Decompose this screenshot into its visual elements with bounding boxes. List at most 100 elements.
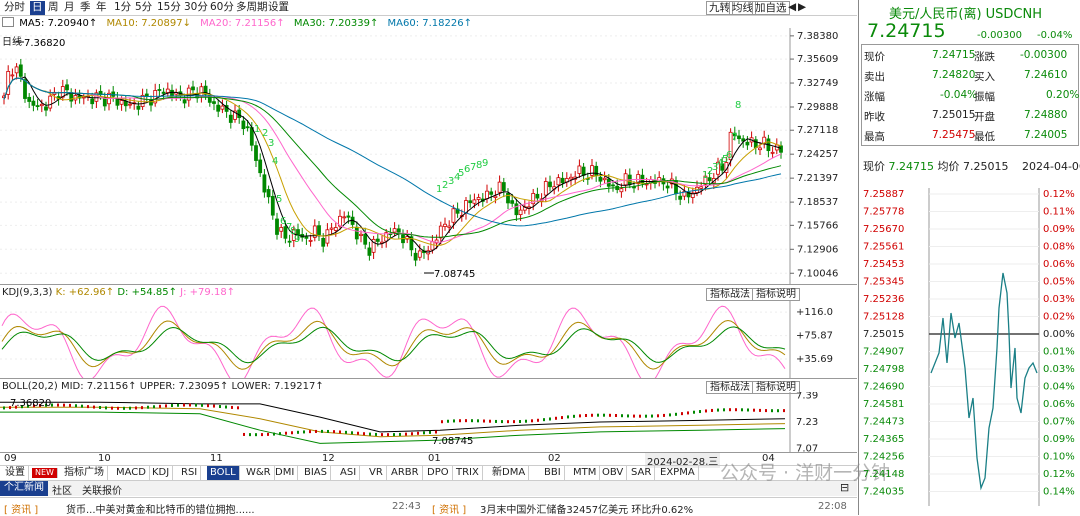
indicator-tab[interactable]: BBI	[541, 466, 565, 480]
tab-month[interactable]: 月	[64, 1, 75, 13]
boll-candle	[243, 432, 245, 436]
indicator-tab[interactable]: DMI	[272, 466, 299, 480]
kdj-chart[interactable]: +116.0 +75.87 +35.69	[0, 300, 857, 378]
pct-tick-label: 0.03%	[1043, 294, 1075, 305]
pct-tick-label: 0.02%	[1043, 312, 1075, 323]
candle-body	[52, 91, 57, 95]
pct-tick-label: 0.10%	[1043, 452, 1075, 463]
kdj-strategy-button[interactable]: 指标战法	[706, 288, 754, 301]
indicator-tab[interactable]: DPO	[424, 466, 453, 480]
boll-candle	[579, 414, 581, 418]
intraday-chart[interactable]: 7.25887 0.12% 7.25778 0.11% 7.25670 0.09% 7.25…	[859, 188, 1080, 508]
next-icon[interactable]: ▶	[798, 1, 807, 13]
tab-currency-news[interactable]: 个汇新闻	[0, 481, 48, 496]
candle-body	[770, 151, 775, 154]
boll-candle	[297, 430, 299, 434]
quote-table: 现价 7.24715 涨跌 -0.00300 卖出 7.24820 买入 7.2…	[861, 44, 1079, 146]
td-count-label: 1	[702, 170, 708, 181]
indicator-tab[interactable]: SAR	[628, 466, 656, 480]
candle-body	[665, 185, 670, 189]
news-tag: [ 资讯 ]	[432, 505, 467, 516]
indicator-tab[interactable]: VR	[366, 466, 387, 480]
indicator-tab[interactable]: 指标广场	[61, 466, 108, 480]
kdj-tick-label: +116.0	[796, 307, 833, 318]
tab-multi-period[interactable]: 多周期	[236, 1, 268, 13]
indicator-tab[interactable]: OBV	[599, 466, 628, 480]
indicator-tab[interactable]: TRIX	[453, 466, 483, 480]
tab-1min[interactable]: 1分	[114, 1, 132, 13]
tab-year[interactable]: 年	[96, 1, 107, 13]
x-axis: 09 10 11 12 01 02 2024-02-28,三 04	[0, 452, 857, 468]
candlestick-chart[interactable]: 7.38380 7.35609 7.32749 7.29888 7.27118 7.242…	[0, 28, 857, 284]
indicator-tab[interactable]: RSI	[178, 466, 202, 480]
indicator-tab[interactable]: KDJ	[149, 466, 174, 480]
boll-candle	[333, 430, 335, 434]
price-tick-label: 7.25561	[863, 242, 904, 253]
jiuzhuan-button[interactable]: 九转	[706, 1, 733, 15]
ma-button[interactable]: 均线	[729, 1, 756, 15]
indicator-tab[interactable]: W&R	[243, 466, 275, 480]
tab-60min[interactable]: 60分	[210, 1, 234, 13]
legend-toggle-icon[interactable]	[2, 17, 14, 27]
collapse-icon[interactable]: ⊟	[840, 481, 850, 494]
quote-value: -0.04%	[940, 89, 978, 101]
candle-body	[623, 173, 628, 186]
candle-body	[6, 71, 11, 95]
tab-15min[interactable]: 15分	[157, 1, 181, 13]
boll-candle	[291, 431, 293, 435]
indicator-tab[interactable]: BOLL	[207, 466, 240, 480]
news-title[interactable]: 3月末中国外汇储备32457亿美元 环比升0.62%	[480, 505, 694, 516]
candle-body	[23, 79, 27, 99]
quote-value: 7.25015	[932, 109, 976, 121]
candle-body	[321, 237, 326, 247]
quote-value: 7.24880	[1024, 109, 1068, 121]
boll-chart[interactable]: 7.39 7.23 7.07 7.36820 7.08745	[0, 392, 857, 452]
kdj-d-value: D: +54.85↑	[117, 287, 177, 298]
candle-body	[556, 177, 561, 186]
boll-candle	[375, 432, 377, 436]
td-count-label: 9	[482, 158, 488, 169]
indicator-tab[interactable]: BIAS	[301, 466, 331, 480]
boll-candle	[15, 405, 17, 409]
candle-body	[212, 101, 216, 104]
indicator-tab[interactable]: ARBR	[388, 466, 423, 480]
tab-community[interactable]: 社区	[52, 486, 72, 497]
news-title[interactable]: 货币...中美对黄金和比特币的错位拥抱......	[66, 505, 255, 516]
quote-value: 7.24820	[932, 69, 976, 81]
boll-help-button[interactable]: 指标说明	[752, 381, 800, 394]
boll-candle	[639, 414, 641, 418]
candle-body	[165, 88, 170, 93]
settings-button[interactable]: 设置	[268, 1, 289, 13]
indicator-tab[interactable]: EXPMA	[657, 466, 699, 480]
tab-30min[interactable]: 30分	[184, 1, 208, 13]
tab-fenshi[interactable]: 分时	[4, 1, 25, 13]
quote-value: -0.00300	[1020, 49, 1068, 61]
tab-day[interactable]: 日	[30, 1, 45, 15]
candle-body	[417, 250, 422, 258]
tab-related-quotes[interactable]: 关联报价	[82, 486, 122, 497]
kdj-help-button[interactable]: 指标说明	[752, 288, 800, 301]
boll-candle	[465, 419, 467, 423]
indicator-tab[interactable]: MTM	[570, 466, 601, 480]
price-tick-label: 7.24907	[863, 347, 904, 358]
indicator-tab[interactable]: NEW	[32, 468, 58, 478]
quote-label: 卖出	[864, 71, 885, 83]
now-label: 现价	[863, 160, 885, 173]
tab-week[interactable]: 周	[48, 1, 59, 13]
pct-tick-label: 0.09%	[1043, 224, 1075, 235]
quote-label: 昨收	[864, 111, 885, 123]
boll-candle	[321, 429, 323, 433]
candle-body	[27, 96, 32, 102]
y-tick-label: 7.29888	[797, 102, 838, 113]
indicator-tab[interactable]: 新DMA	[489, 466, 530, 480]
indicator-tab[interactable]: 设置	[2, 466, 29, 480]
candle-body	[543, 181, 548, 196]
tab-5min[interactable]: 5分	[135, 1, 153, 13]
indicator-tab[interactable]: ASI	[337, 466, 361, 480]
boll-candle	[363, 432, 365, 436]
td-count-label: 7	[470, 162, 476, 173]
prev-icon[interactable]: ◀	[788, 1, 797, 13]
add-watchlist-button[interactable]: 加自选	[752, 1, 790, 15]
tab-quarter[interactable]: 季	[80, 1, 91, 13]
indicator-tab[interactable]: MACD	[113, 466, 150, 480]
